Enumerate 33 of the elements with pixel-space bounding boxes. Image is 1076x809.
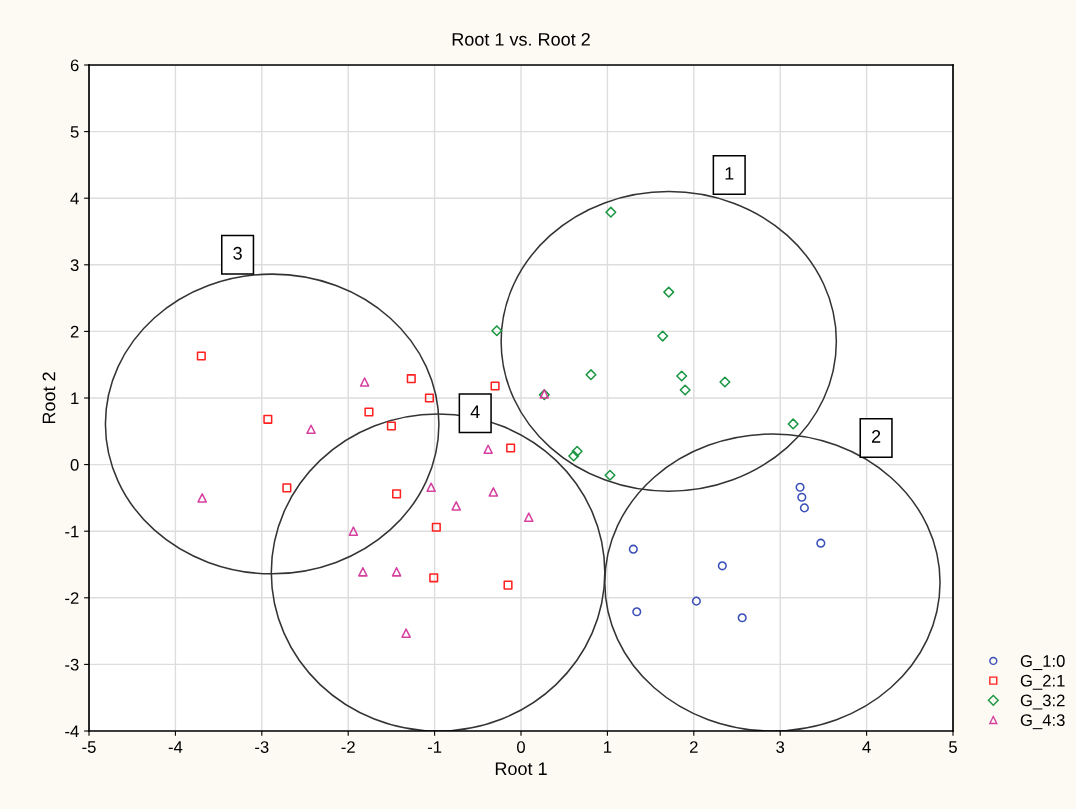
x-tick-label: -5 — [82, 741, 96, 753]
y-tick-label: 5 — [70, 126, 79, 138]
x-tick-label: 3 — [776, 741, 785, 753]
y-tick-label: 6 — [70, 59, 79, 72]
y-tick-label: -4 — [65, 725, 79, 738]
annotation: 2 — [871, 430, 881, 443]
x-tick-label: 0 — [517, 741, 525, 753]
annotation: 4 — [470, 405, 480, 418]
x-tick-label: 5 — [949, 741, 957, 753]
legend-label: G_1:0 — [1020, 655, 1065, 671]
x-tick-label: -1 — [427, 741, 442, 753]
y-tick-label: -3 — [65, 658, 79, 671]
y-tick-label: 4 — [70, 192, 79, 205]
legend-label: G_3:2 — [1020, 694, 1065, 710]
annotation: 3 — [233, 246, 242, 260]
x-tick-label: 4 — [862, 741, 871, 753]
y-tick-label: -1 — [65, 525, 79, 538]
y-tick-label: -2 — [65, 592, 79, 604]
y-tick-label: 2 — [70, 325, 79, 338]
y-tick-label: 0 — [70, 459, 79, 471]
y-tick-label: 3 — [70, 259, 79, 271]
y-tick-label: 1 — [71, 392, 79, 405]
legend-label: G_2:1 — [1020, 674, 1065, 690]
x-tick-label: 1 — [604, 741, 612, 753]
y-axis-title: Root 2 — [42, 372, 56, 424]
chart-title: Root 1 vs. Root 2 — [452, 32, 590, 46]
annotation: 1 — [725, 167, 734, 180]
x-tick-label: -3 — [255, 741, 269, 753]
x-axis-title: Root 1 — [495, 762, 547, 776]
x-tick-label: 2 — [690, 741, 698, 753]
legend-label: G_4:3 — [1020, 714, 1065, 730]
x-tick-label: -4 — [168, 741, 183, 753]
x-tick-label: -2 — [341, 741, 355, 753]
